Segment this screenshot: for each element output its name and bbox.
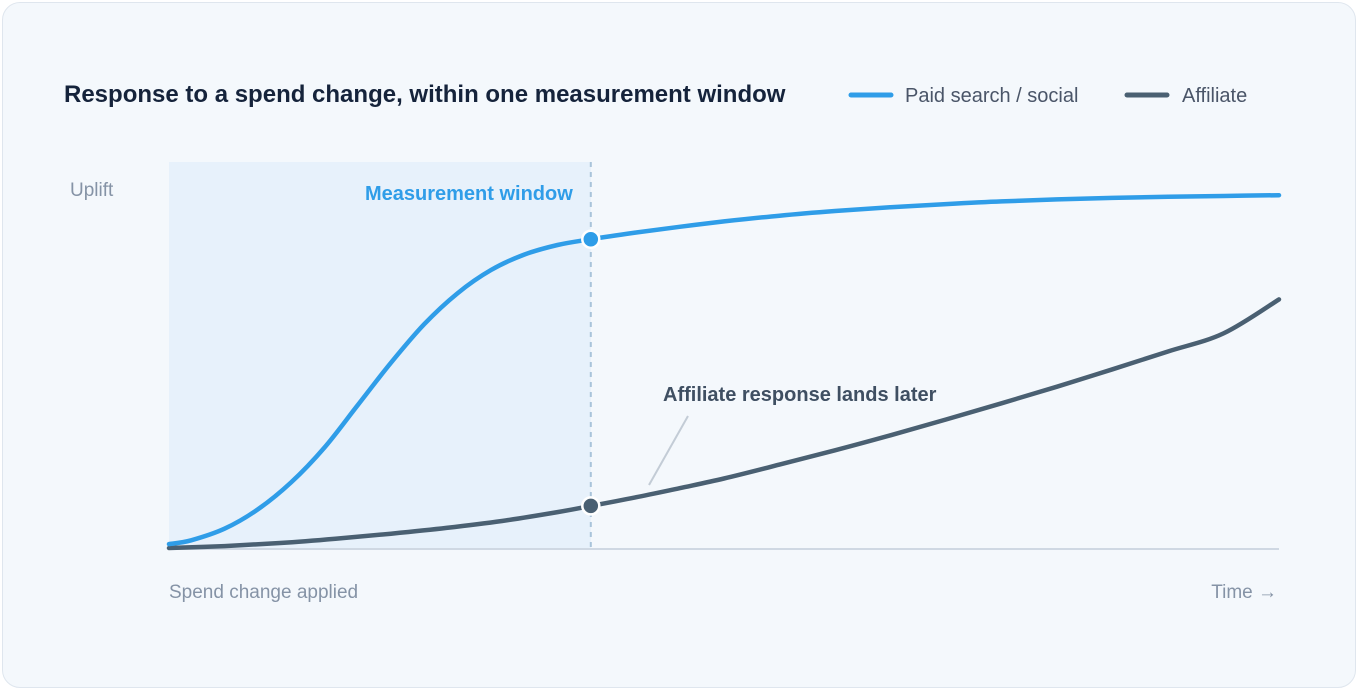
measurement-window-layer: Measurement window <box>169 162 592 548</box>
chart-title: Response to a spend change, within one m… <box>64 81 786 108</box>
legend: Paid search / social Affiliate <box>848 85 1247 107</box>
annotation-leader <box>648 415 689 486</box>
legend-label-paid: Paid search / social <box>905 85 1078 107</box>
series-marker-paid <box>581 229 601 249</box>
measurement-window-band <box>169 162 591 548</box>
series-line-affiliate <box>166 297 1282 551</box>
x-axis-label: Time → <box>1211 582 1277 603</box>
annotation-label: Affiliate response lands later <box>663 384 937 406</box>
series-layer <box>166 192 1282 551</box>
x-axis-start-label: Spend change applied <box>169 582 358 603</box>
series-marker-affiliate <box>581 496 601 516</box>
measurement-window-label: Measurement window <box>365 183 573 205</box>
legend-label-affiliate: Affiliate <box>1182 85 1247 107</box>
annotation-layer: Affiliate response lands later <box>648 384 937 486</box>
y-axis-label: Uplift <box>70 180 114 201</box>
